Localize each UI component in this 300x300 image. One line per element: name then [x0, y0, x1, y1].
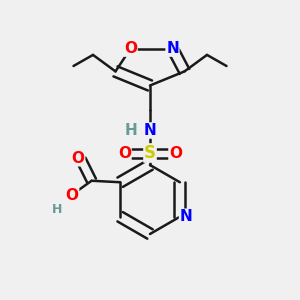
Text: N: N — [179, 209, 192, 224]
Text: O: O — [72, 151, 85, 166]
Text: O: O — [118, 146, 131, 160]
Text: H: H — [52, 203, 62, 216]
Text: S: S — [144, 144, 156, 162]
Text: N: N — [144, 123, 156, 138]
Text: O: O — [169, 146, 182, 160]
Text: N: N — [166, 41, 179, 56]
Text: H: H — [124, 123, 137, 138]
Text: O: O — [124, 41, 137, 56]
Text: O: O — [66, 188, 79, 203]
